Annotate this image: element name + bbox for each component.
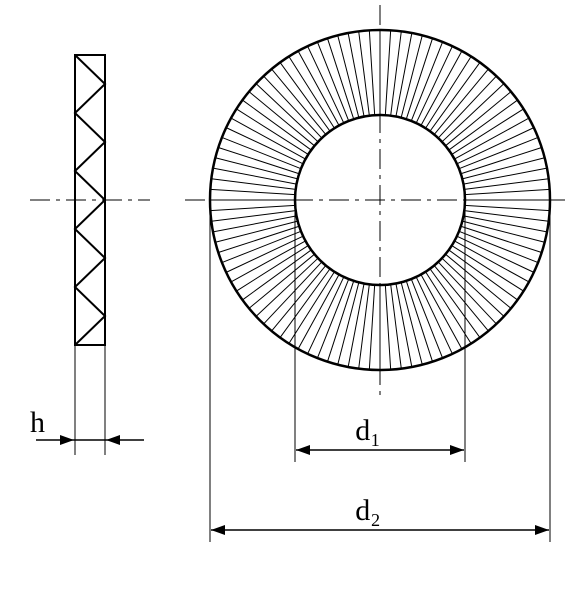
washer-side-view (30, 55, 150, 455)
washer-top-view (185, 5, 569, 542)
label-d1: d₁ (355, 414, 380, 447)
dimension-labels: h d₁ d₂ (30, 406, 381, 527)
dimension-lines (36, 435, 549, 535)
label-h: h (30, 406, 45, 439)
label-d2: d₂ (355, 494, 380, 527)
